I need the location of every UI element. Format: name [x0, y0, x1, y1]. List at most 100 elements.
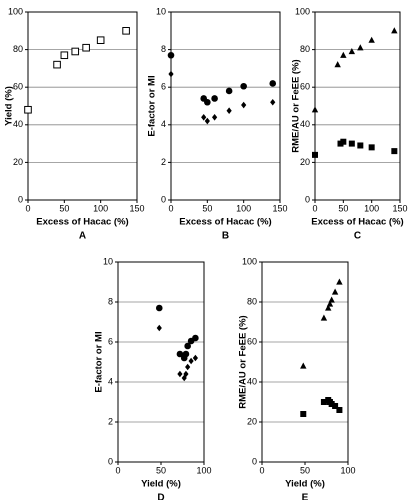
y-tick-label: 2	[108, 416, 113, 426]
point	[368, 36, 375, 43]
y-tick-label: 80	[13, 44, 23, 54]
point	[183, 370, 189, 378]
y-tick-label: 2	[161, 157, 166, 167]
point	[270, 98, 276, 106]
point	[177, 370, 183, 378]
y-tick-label: 60	[13, 82, 23, 92]
point	[53, 60, 61, 69]
y-tick-label: 20	[247, 416, 257, 426]
point	[156, 324, 162, 332]
y-tick-label: 0	[252, 456, 257, 466]
x-tick-label: 100	[236, 203, 251, 213]
point	[368, 144, 375, 151]
point	[328, 401, 335, 407]
point	[155, 304, 163, 312]
y-tick-label: 8	[108, 296, 113, 306]
y-tick-label: 100	[242, 256, 257, 266]
point	[185, 363, 191, 371]
y-tick-label: 0	[18, 194, 23, 204]
panel-label: B	[222, 231, 229, 242]
x-tick-label: 50	[156, 465, 166, 475]
point	[167, 51, 175, 59]
point	[122, 27, 130, 35]
point	[340, 138, 347, 145]
y-tick-label: 10	[156, 6, 166, 16]
x-tick-label: 50	[59, 203, 69, 213]
y-tick-label: 10	[103, 256, 113, 266]
plot-frame	[117, 261, 205, 463]
x-tick-label: 0	[312, 203, 317, 213]
plot-frame	[170, 11, 281, 201]
y-tick-label: 6	[161, 82, 166, 92]
x-tick-label: 100	[93, 203, 108, 213]
point	[184, 342, 191, 350]
y-tick-label: 100	[295, 6, 310, 16]
x-tick-label: 50	[202, 203, 212, 213]
y-tick-label: 0	[305, 194, 310, 204]
plot-frame	[314, 11, 401, 201]
x-tick-label: 50	[300, 465, 310, 475]
point	[226, 107, 232, 114]
point	[320, 399, 327, 405]
y-tick-label: 20	[300, 157, 310, 167]
x-tick-label: 100	[364, 203, 379, 213]
point	[225, 87, 233, 95]
point	[312, 151, 318, 158]
y-tick-label: 60	[300, 82, 310, 92]
panel: 0 20 40 60 80 100 0 50 100 Yield (%) E RME/AU or Fe…	[238, 256, 356, 500]
y-axis-label: E-factor or MI	[94, 331, 105, 392]
point	[176, 350, 184, 358]
panel-label: C	[354, 231, 361, 242]
point	[82, 43, 90, 52]
point	[269, 80, 277, 87]
point	[357, 142, 364, 149]
point	[300, 362, 307, 369]
point	[331, 288, 339, 295]
point	[320, 314, 328, 321]
y-tick-label: 6	[108, 336, 113, 346]
point	[348, 140, 355, 147]
y-axis-label: E-factor or MI	[147, 75, 158, 136]
point	[192, 354, 198, 362]
panel-label: E	[302, 493, 309, 500]
point	[336, 407, 343, 413]
y-tick-label: 80	[247, 296, 257, 306]
y-tick-label: 20	[13, 157, 23, 167]
y-axis-label: RME/AU or FeEE (%)	[291, 59, 302, 152]
point	[328, 296, 335, 303]
x-tick-label: 100	[340, 465, 355, 475]
point	[212, 113, 218, 121]
point	[71, 47, 80, 56]
y-tick-label: 4	[161, 119, 166, 129]
point	[300, 411, 307, 417]
x-axis-label: Yield (%)	[285, 479, 325, 490]
point	[60, 51, 69, 60]
y-axis-label: Yield (%)	[4, 86, 15, 126]
x-tick-label: 150	[272, 203, 287, 213]
x-tick-label: 0	[25, 203, 30, 213]
y-tick-label: 8	[161, 44, 166, 54]
y-tick-label: 0	[161, 194, 166, 204]
plot-frame	[27, 11, 138, 201]
y-tick-label: 0	[108, 456, 113, 466]
point	[24, 105, 32, 114]
point	[96, 36, 105, 45]
x-axis-label: Excess of Hacac (%)	[179, 217, 271, 228]
y-tick-label: 80	[300, 44, 310, 54]
point	[168, 70, 174, 78]
x-tick-label: 100	[196, 465, 211, 475]
y-tick-label: 40	[247, 376, 257, 386]
point	[391, 27, 398, 34]
plot-frame	[261, 261, 349, 463]
point	[211, 95, 218, 102]
point	[336, 278, 343, 285]
point	[357, 44, 364, 51]
y-tick-label: 100	[8, 6, 23, 16]
x-tick-label: 0	[168, 203, 173, 213]
point	[325, 304, 332, 311]
